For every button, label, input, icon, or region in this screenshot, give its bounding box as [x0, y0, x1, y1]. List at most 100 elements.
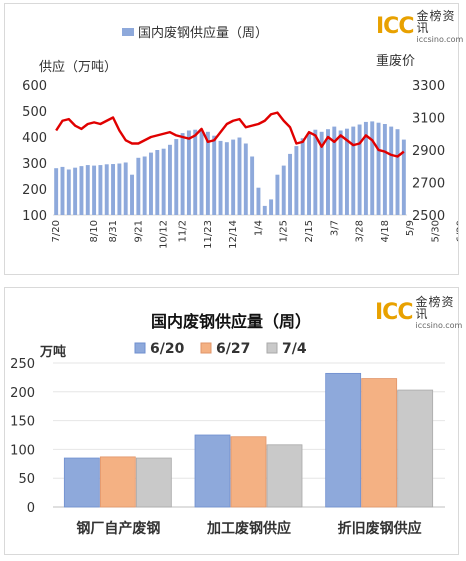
logo-name: 金榜资讯 — [415, 295, 455, 321]
x-tick-label: 4/18 — [380, 220, 391, 242]
bar-6-27 — [99, 456, 136, 508]
legend-label: 6/20 — [150, 341, 185, 357]
top-legend: 国内废钢供应量（周） — [122, 25, 268, 41]
supply-bar — [370, 121, 375, 215]
supply-bar — [338, 130, 343, 215]
logo-mark: ICC — [376, 14, 414, 39]
supply-bar — [180, 133, 185, 215]
supply-bar — [60, 166, 65, 215]
supply-bar — [149, 152, 153, 215]
x-tick-label: 10/12 — [159, 220, 170, 249]
logo-name: 金榜资讯 — [416, 9, 456, 35]
supply-bars — [54, 121, 406, 215]
supply-bar — [85, 165, 90, 215]
supply-bar — [167, 144, 172, 215]
y-tick-label: 50 — [18, 472, 35, 487]
supply-bar — [123, 162, 128, 215]
supply-bar — [363, 121, 368, 215]
y-tick-label: 600 — [22, 79, 47, 94]
bar-6-27 — [361, 378, 398, 508]
x-tick-label: 6/20 — [456, 220, 458, 242]
grouped-bars — [63, 372, 434, 508]
x-tick-label: 5/9 — [405, 220, 416, 236]
legend-label: 7/4 — [282, 341, 307, 357]
y-axis-label: 供应（万吨） — [39, 59, 117, 75]
y2-tick-label: 3100 — [412, 112, 445, 127]
supply-price-chart-panel: 国内废钢供应量（周） 供应（万吨） 重废价 100 200 300 400 500 600… — [4, 3, 466, 275]
x-tick-label: 8/31 — [108, 220, 119, 242]
supply-bar — [155, 150, 160, 215]
supply-bar — [199, 130, 204, 215]
y-tick-label: 0 — [27, 501, 35, 516]
bar-7-4 — [397, 389, 434, 508]
y-tick-label: 100 — [22, 209, 47, 224]
supply-bar — [212, 135, 217, 215]
supply-bar — [326, 129, 330, 215]
y2-tick-label: 2700 — [412, 177, 445, 192]
supply-bar — [136, 157, 141, 215]
supply-bar — [111, 164, 116, 215]
x-tick-label: 8/10 — [89, 220, 100, 242]
supply-bar — [237, 137, 242, 215]
chart-title: 国内废钢供应量（周） — [151, 312, 311, 331]
supply-bar — [401, 139, 406, 215]
supply-bar — [288, 153, 293, 215]
supply-bar — [186, 130, 191, 215]
supply-bar — [313, 129, 318, 215]
y-tick-label: 250 — [10, 357, 35, 372]
category-label: 钢厂自产废钢 — [76, 520, 160, 537]
x-tick-label: 3/28 — [355, 220, 366, 242]
supply-bar — [98, 165, 103, 215]
supply-bar — [117, 163, 122, 215]
supply-bar — [357, 124, 362, 215]
legend-swatch — [134, 342, 146, 354]
supply-bar — [54, 168, 59, 215]
supply-bar — [79, 166, 84, 215]
x-tick-label: 11/2 — [178, 220, 189, 242]
x-tick-label: 5/30 — [430, 220, 441, 242]
icc-logo-top: ICC 金榜资讯 iccsino.com — [376, 10, 463, 44]
bar-7-4 — [266, 444, 303, 508]
x-tick-label: 11/23 — [203, 220, 214, 249]
logo-url: iccsino.com — [416, 35, 464, 44]
y-tick-label: 500 — [22, 105, 47, 120]
legend: 6/20 6/27 7/4 — [134, 341, 307, 357]
y-tick-label: 300 — [22, 157, 47, 172]
supply-bar — [205, 131, 210, 215]
supply-bar — [231, 139, 236, 215]
y2-tick-label: 2500 — [412, 209, 445, 224]
price-line — [55, 111, 405, 158]
legend-label: 6/27 — [216, 341, 250, 357]
supply-bar — [256, 187, 261, 215]
y2-tick-label: 3300 — [412, 79, 445, 94]
bar-6-27 — [230, 436, 267, 508]
supply-bar — [224, 142, 229, 215]
supply-bar — [376, 122, 381, 215]
category-label: 折旧废钢供应 — [338, 520, 422, 537]
x-tick-label: 1/4 — [253, 220, 264, 236]
logo-mark: ICC — [375, 300, 413, 325]
supply-bar — [262, 205, 267, 215]
x-tick-label: 3/7 — [329, 220, 340, 236]
supply-bar — [104, 164, 109, 215]
supply-bar — [250, 156, 255, 215]
legend-label-supply: 国内废钢供应量（周） — [138, 25, 268, 41]
supply-bar — [344, 128, 349, 215]
y2-tick-label: 2900 — [412, 144, 445, 159]
y-tick-label: 400 — [22, 131, 47, 146]
supply-bar — [281, 165, 286, 215]
supply-bar — [300, 138, 305, 215]
y-tick-label: 200 — [10, 386, 35, 401]
category-label: 加工废钢供应 — [206, 520, 291, 537]
supply-bar — [161, 148, 166, 215]
x-axis-ticks: 7/20 8/10 8/31 9/21 10/12 11/2 11/23 12/14 1/4 1/… — [51, 220, 466, 249]
y-axis-ticks: 100 200 300 400 500 600 — [22, 79, 47, 224]
supply-bar — [142, 156, 147, 215]
bar-6-20 — [63, 457, 100, 508]
supply-bar — [395, 129, 400, 215]
supply-bar — [92, 165, 97, 215]
legend-swatch-supply — [122, 28, 134, 36]
supply-bar — [319, 131, 324, 215]
legend-swatch — [200, 342, 212, 354]
supply-bar — [66, 169, 71, 215]
